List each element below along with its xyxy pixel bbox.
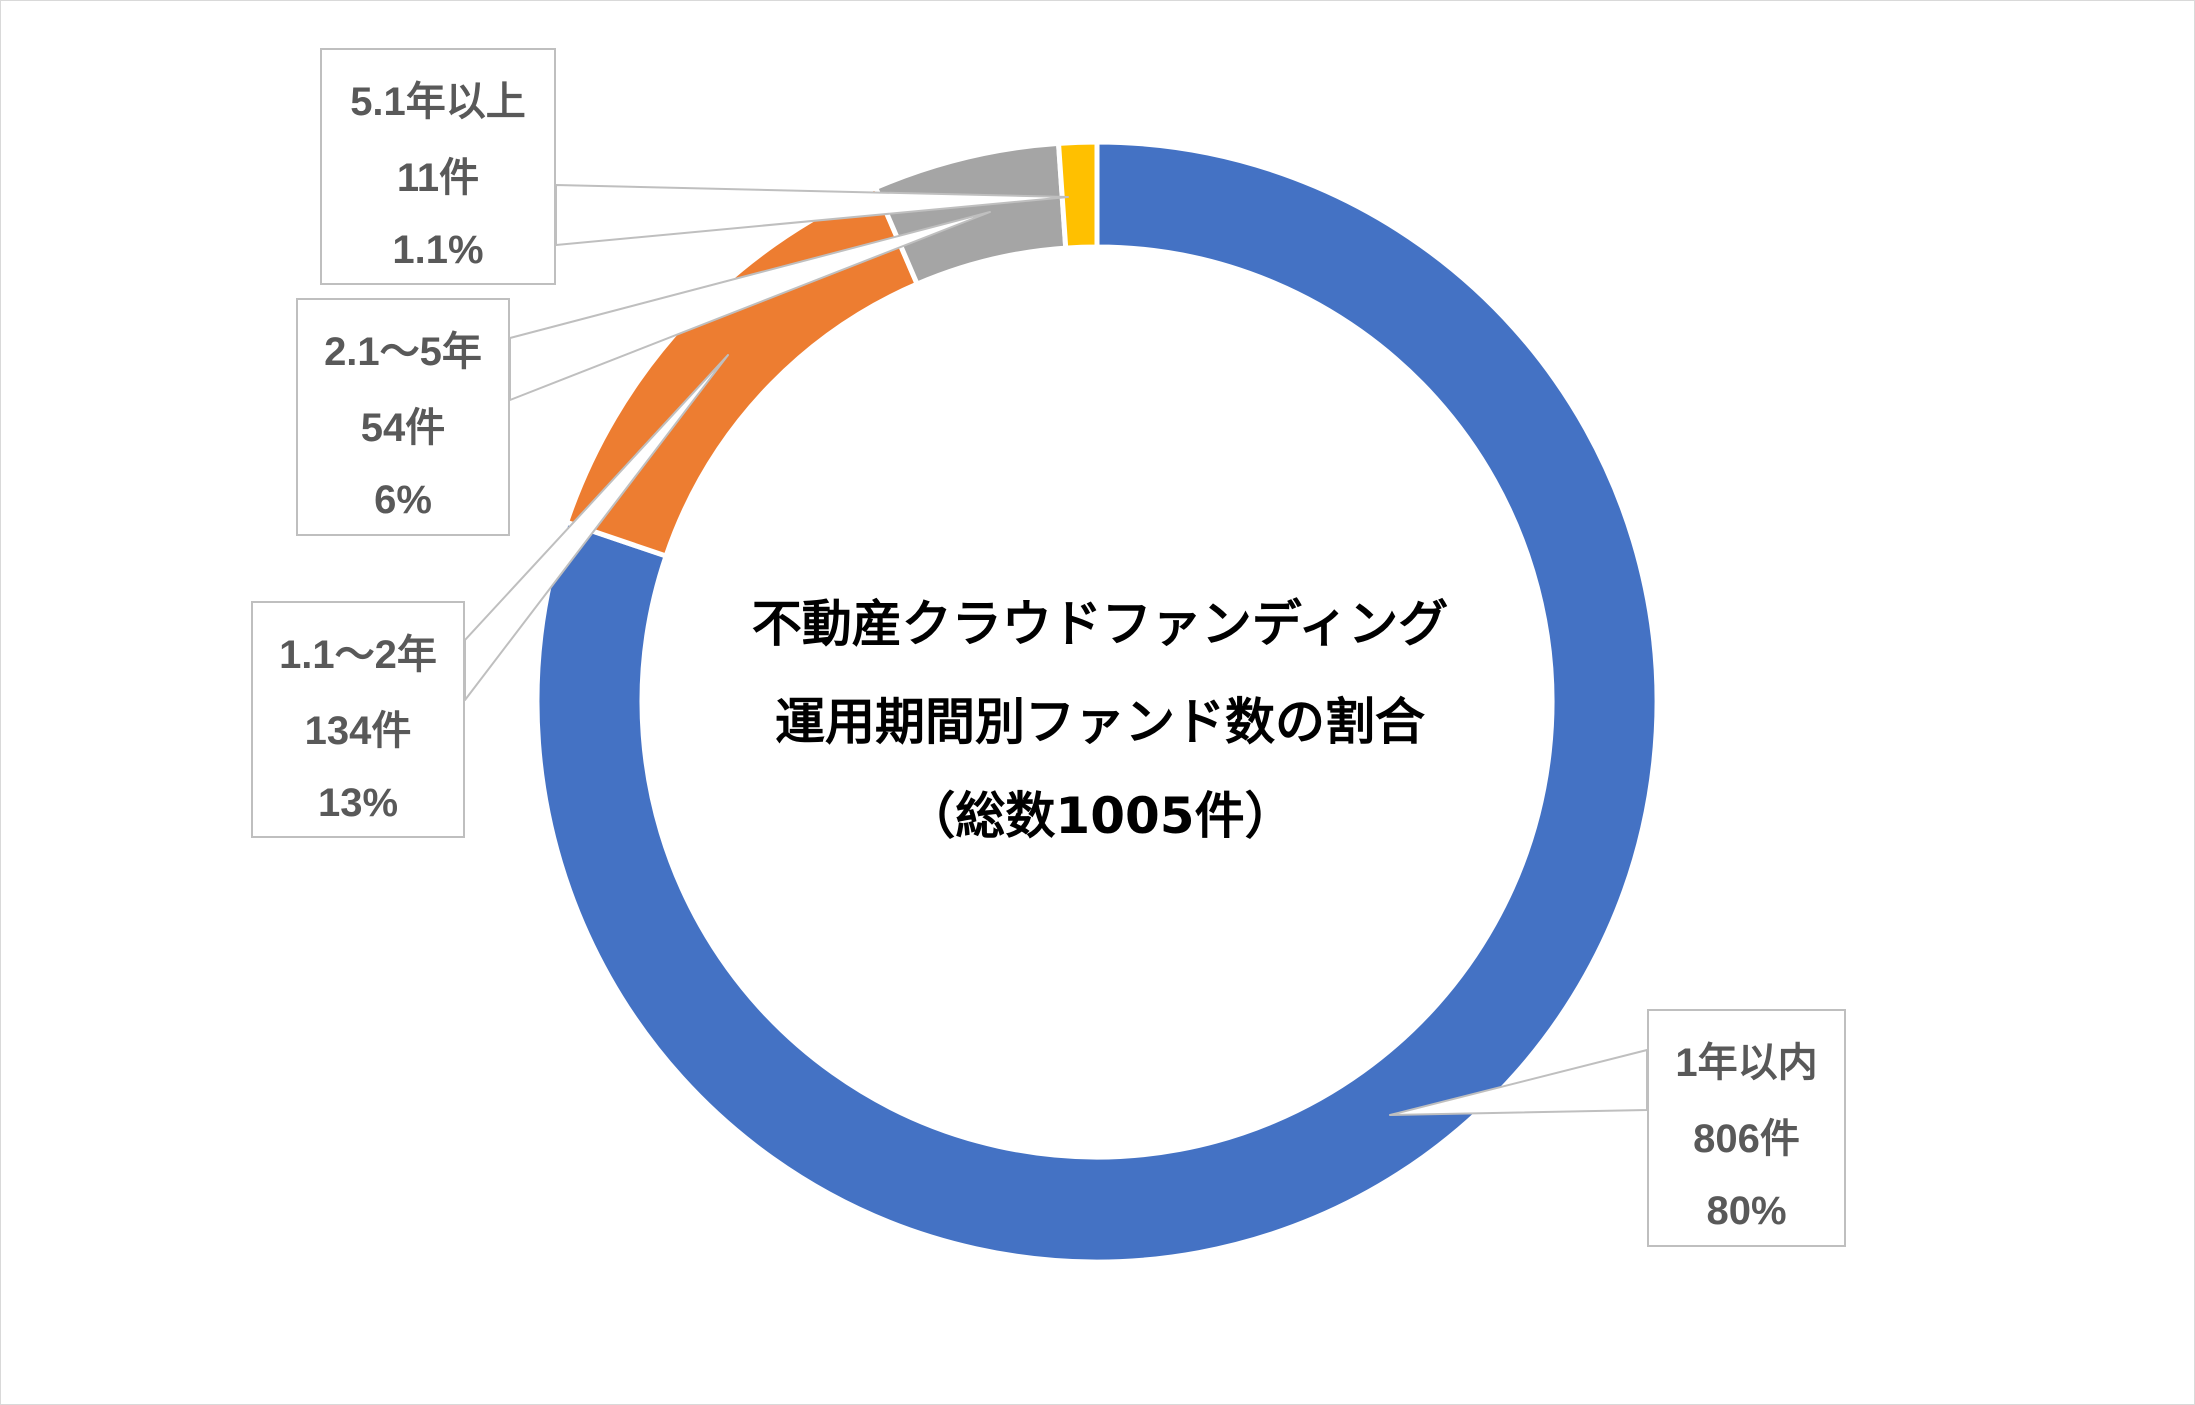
label-category: 1.1～2年 [279, 633, 437, 677]
donut-slice-2 [563, 184, 921, 560]
leader-line-5-1-years-plus [555, 184, 1069, 246]
label-percent: 13% [317, 781, 399, 825]
data-label-2-1-to-5-years: 2.1～5年 54件 6% [296, 298, 510, 536]
label-percent: 6% [374, 478, 432, 522]
label-count: 134件 [304, 709, 412, 753]
chart-title-line-3: （総数1005件） [905, 787, 1295, 845]
donut-slice-4 [1055, 139, 1100, 251]
label-percent: 1.1% [392, 228, 484, 272]
chart-title-line-2: 運用期間別ファンド数の割合 [775, 693, 1425, 751]
data-label-within-1-year: 1年以内 806件 80% [1647, 1009, 1846, 1247]
chart-title-line-1: 不動産クラウドファンディング [751, 595, 1449, 653]
label-category: 1年以内 [1675, 1041, 1818, 1085]
label-percent: 80% [1706, 1189, 1787, 1233]
label-count: 806件 [1693, 1117, 1800, 1161]
label-category: 2.1～5年 [324, 330, 482, 374]
data-label-5-1-years-plus: 5.1年以上 11件 1.1% [320, 48, 556, 285]
donut-slice-1 [534, 139, 1660, 1265]
label-category: 5.1年以上 [350, 80, 526, 124]
leader-line-1-1-to-2-years [464, 354, 729, 701]
label-count: 54件 [360, 406, 446, 450]
label-count: 11件 [396, 156, 480, 200]
data-label-1-1-to-2-years: 1.1～2年 134件 13% [251, 601, 465, 838]
leader-line-2-1-to-5-years [509, 211, 991, 401]
